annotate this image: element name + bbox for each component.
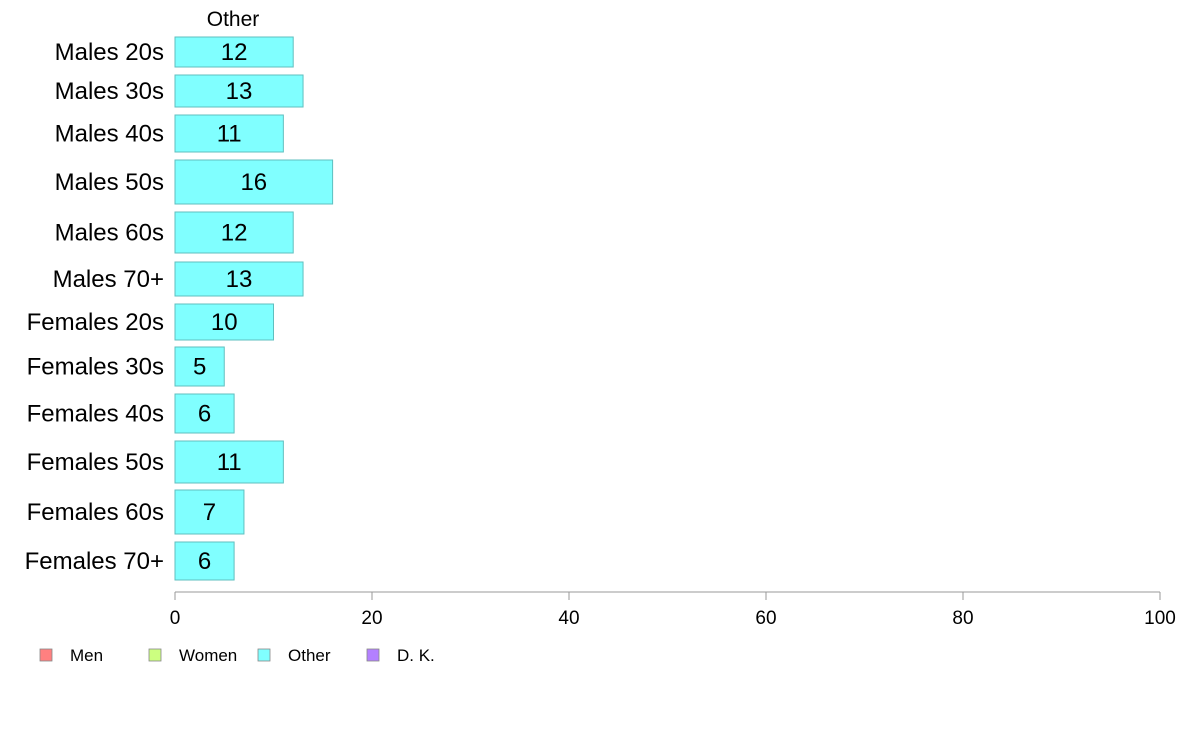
bar: [174, 261, 304, 297]
bars-group: Males 20s 12 Males 30s 13 Males 40s 11 Males 5…: [25, 36, 334, 581]
x-tick-label: 20: [361, 608, 382, 629]
legend-swatch: [39, 648, 53, 662]
legend-swatch: [366, 648, 380, 662]
x-axis: 0 20 40 60 80 100: [170, 591, 1176, 629]
bar: [174, 211, 294, 254]
category-label: Females 60s: [27, 499, 164, 526]
x-tick-label: 0: [170, 608, 181, 629]
category-label: Males 20s: [55, 39, 164, 66]
category-label: Females 30s: [27, 354, 164, 381]
x-tick-label: 100: [1144, 608, 1176, 629]
panel-title: Other: [207, 8, 260, 31]
bar: [174, 489, 245, 535]
bar-value-label: 7: [203, 499, 216, 526]
category-label: Males 60s: [55, 220, 164, 247]
bar: [174, 74, 304, 108]
category-label: Males 40s: [55, 121, 164, 148]
legend: Men Women Other D. K.: [39, 646, 435, 665]
bar: [174, 440, 284, 484]
category-label: Females 40s: [27, 401, 164, 428]
bar: [174, 541, 235, 581]
bar-value-label: 6: [198, 401, 211, 428]
bar-value-label: 11: [217, 121, 242, 148]
bar-value-label: 12: [221, 39, 248, 66]
legend-swatch: [257, 648, 271, 662]
category-label: Males 50s: [55, 169, 164, 196]
legend-label: Other: [288, 646, 331, 665]
bar: [174, 114, 284, 153]
x-tick-label: 80: [952, 608, 973, 629]
x-tick-label: 40: [558, 608, 579, 629]
legend-label: Women: [179, 646, 237, 665]
bar: [174, 393, 235, 434]
category-label: Females 20s: [27, 309, 164, 336]
legend-label: D. K.: [397, 646, 435, 665]
legend-label: Men: [70, 646, 103, 665]
bar-value-label: 13: [226, 266, 253, 293]
bar: [174, 36, 294, 68]
category-label: Males 70+: [53, 266, 164, 293]
category-label: Males 30s: [55, 78, 164, 105]
bar-value-label: 5: [193, 354, 206, 381]
bar: [174, 303, 274, 341]
bar: [174, 159, 334, 205]
category-label: Females 70+: [25, 548, 164, 575]
bar: [174, 346, 225, 387]
bar-value-label: 11: [217, 449, 242, 476]
bar-value-label: 12: [221, 220, 248, 247]
bar-value-label: 10: [211, 309, 238, 336]
legend-swatch: [148, 648, 162, 662]
category-label: Females 50s: [27, 449, 164, 476]
bar-value-label: 13: [226, 78, 253, 105]
x-tick-label: 60: [755, 608, 776, 629]
bar-value-label: 6: [198, 548, 211, 575]
bar-value-label: 16: [240, 169, 267, 196]
